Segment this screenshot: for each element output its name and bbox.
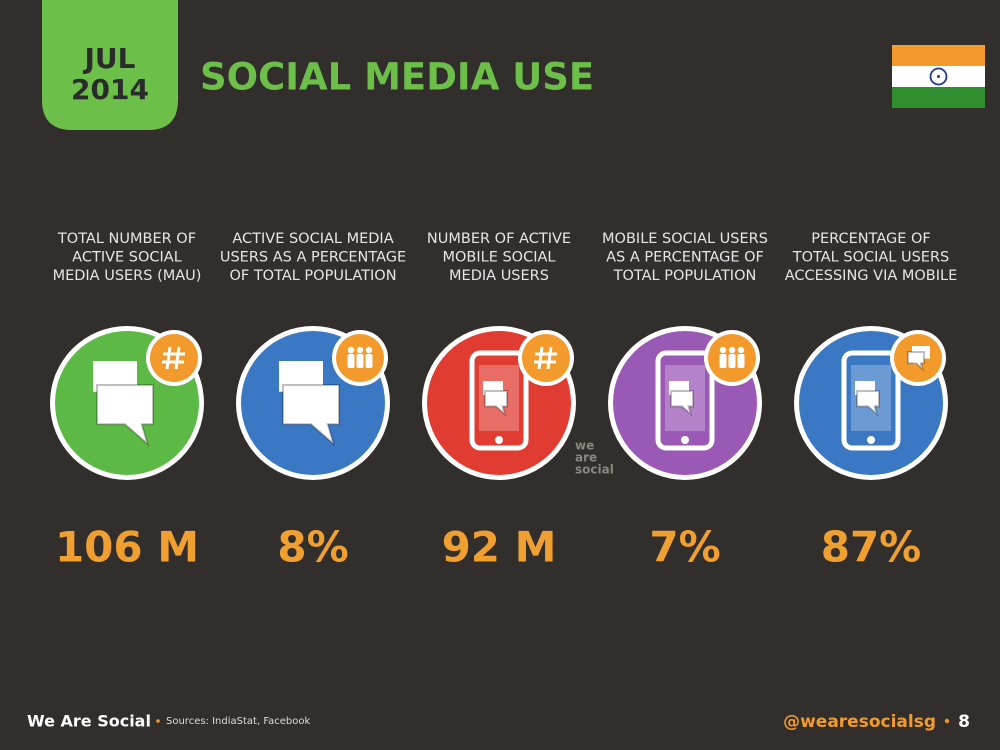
stat-value: 92 M	[442, 523, 557, 572]
badge-glyph	[356, 346, 364, 354]
date-year: 2014	[71, 73, 149, 106]
title: SOCIAL MEDIA USE	[200, 56, 594, 99]
phone	[841, 350, 901, 451]
phone	[469, 350, 529, 451]
stat-label: USERS AS A PERCENTAGE	[220, 250, 406, 266]
badge-glyph	[165, 346, 172, 370]
stat-icon	[608, 326, 762, 480]
speech-bubble	[670, 390, 694, 418]
watermark-line: are	[575, 451, 597, 465]
stat-label: TOTAL POPULATION	[613, 268, 757, 284]
badge-glyph	[728, 346, 736, 354]
footer-brand: We Are Social	[27, 712, 151, 731]
flag	[892, 45, 985, 108]
stat-label: TOTAL SOCIAL USERS	[792, 250, 950, 266]
speech-bubble	[282, 384, 340, 447]
footer-page: 8	[958, 712, 970, 732]
phone-button	[867, 436, 875, 444]
badge-glyph	[347, 354, 355, 368]
badge-glyph	[365, 346, 373, 354]
badge-glyph	[737, 346, 745, 354]
watermark-line: social	[575, 463, 614, 477]
speech-bubble	[484, 390, 508, 418]
stat-icon	[50, 326, 204, 480]
stat-icon	[422, 326, 576, 480]
stat-label: NUMBER OF ACTIVE	[427, 231, 571, 247]
stat-value: 7%	[649, 523, 720, 572]
stat-label: ACTIVE SOCIAL MEDIA	[232, 231, 393, 247]
stat-label: OF TOTAL POPULATION	[229, 268, 396, 284]
stat-value: 106 M	[55, 523, 199, 572]
phone	[655, 350, 715, 451]
watermark: we are social	[575, 439, 614, 477]
badge	[150, 334, 198, 382]
badge-glyph	[174, 346, 181, 370]
date-tab	[42, 0, 178, 130]
watermark-line: we	[575, 439, 594, 453]
stat-label: MOBILE SOCIAL	[442, 250, 555, 266]
badge-glyph	[737, 354, 745, 368]
stat-label: MEDIA USERS	[449, 268, 549, 284]
speech-bubble	[856, 390, 880, 418]
badge-glyph	[537, 346, 544, 370]
stat-label: ACTIVE SOCIAL	[72, 250, 182, 266]
stat-label: TOTAL NUMBER OF	[57, 231, 196, 247]
footer-sources: Sources: IndiaStat, Facebook	[166, 716, 311, 727]
date-month: JUL	[83, 42, 136, 75]
stat-icon	[236, 326, 390, 480]
badge-glyph	[728, 354, 736, 368]
speech-bubble	[907, 351, 925, 372]
badge-glyph	[719, 354, 727, 368]
stat-icon	[794, 326, 948, 480]
stat-value: 8%	[277, 523, 348, 572]
stat-label: MEDIA USERS (MAU)	[53, 268, 202, 284]
stat-label: ACCESSING VIA MOBILE	[785, 268, 958, 284]
phone-button	[681, 436, 689, 444]
footer-dot	[944, 718, 950, 724]
badge-glyph	[365, 354, 373, 368]
stat-label: PERCENTAGE OF	[811, 231, 931, 247]
stat-label: MOBILE SOCIAL USERS	[602, 231, 768, 247]
footer-handle: @wearesocialsg	[783, 712, 936, 732]
speech-bubble	[96, 384, 154, 447]
badge-glyph	[546, 346, 553, 370]
stat-value: 87%	[821, 523, 922, 572]
badge-glyph	[356, 354, 364, 368]
phone-button	[495, 436, 503, 444]
badge-glyph	[347, 346, 355, 354]
badge-glyph	[719, 346, 727, 354]
stat-label: AS A PERCENTAGE OF	[606, 250, 764, 266]
footer-dot	[156, 719, 160, 723]
badge	[522, 334, 570, 382]
